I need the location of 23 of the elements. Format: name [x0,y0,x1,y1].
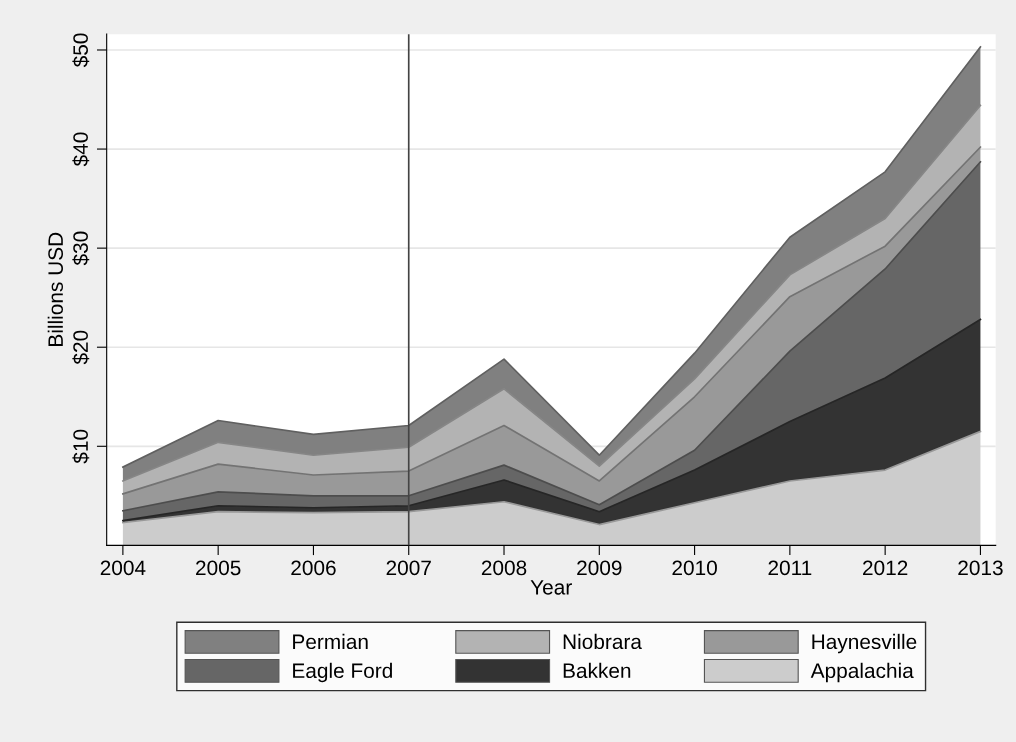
legend-label: Eagle Ford [293,662,392,683]
x-tick-label: 2004 [100,560,146,576]
legend-label: Niobrara [563,633,642,650]
legend-label: Appalachia [810,662,914,683]
x-tick-label: 2008 [481,560,527,576]
legend-label: Permian [293,633,368,650]
x-tick-label: 2009 [577,560,622,576]
y-tick-label: $20 [72,330,90,365]
x-tick-label: 2007 [386,560,431,576]
x-axis-title: Year [530,580,572,595]
x-tick-label: 2006 [291,560,336,576]
y-axis-title: Billions USD [47,232,63,346]
x-tick-label: 2005 [196,560,241,576]
y-tick-label: $50 [72,33,90,68]
legend-label: Bakken [563,662,631,679]
y-tick-label: $30 [72,231,90,266]
x-tick-label: 2013 [958,560,1003,576]
x-tick-label: 2012 [863,560,908,576]
y-tick-label: $40 [72,132,90,167]
legend-label: Haynesville [812,633,917,654]
y-tick-label: $10 [72,429,90,464]
x-tick-label: 2010 [672,560,717,576]
x-tick-label: 2011 [768,560,812,576]
